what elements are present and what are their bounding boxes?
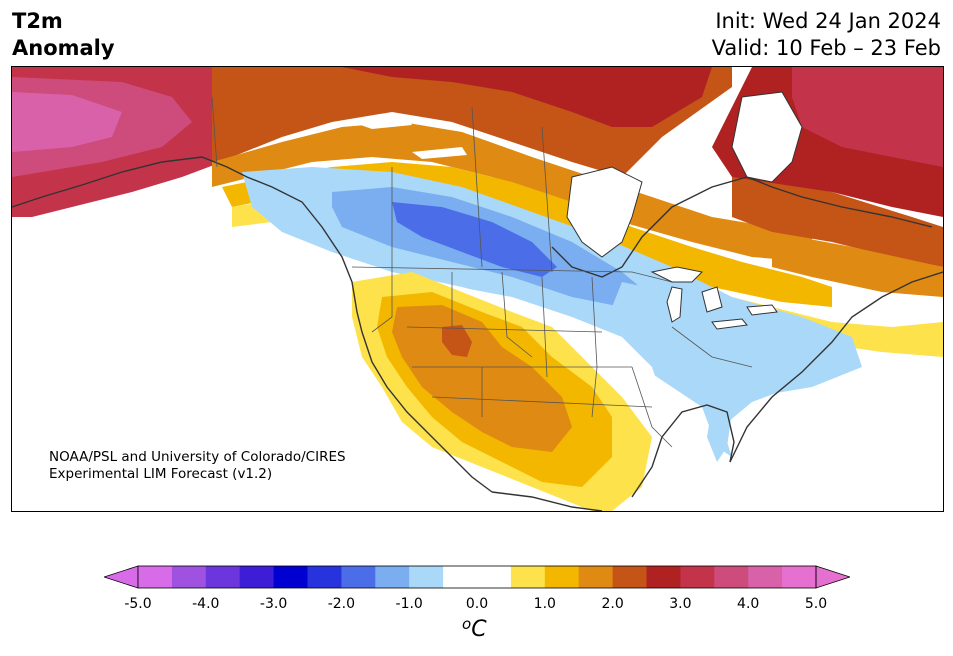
hudson-bay xyxy=(566,166,643,258)
colorbar xyxy=(104,565,850,589)
colorbar-swatch xyxy=(239,566,275,588)
colorbar-swatch xyxy=(409,566,444,588)
forecast-dates: Init: Wed 24 Jan 2024 Valid: 10 Feb – 23… xyxy=(712,8,941,62)
colorbar-swatch xyxy=(714,566,749,588)
colorbar-swatch xyxy=(680,566,715,588)
colorbar-ticks: -5.0 -4.0 -3.0 -2.0 -1.0 0.0 1.0 2.0 3.0 4.0 5.0 xyxy=(0,596,953,616)
unit-base: C xyxy=(471,617,487,642)
colorbar-swatch xyxy=(510,566,546,588)
colorbar-tick-label: 1.0 xyxy=(533,596,556,612)
map-svg xyxy=(12,67,943,511)
east-cold-region xyxy=(612,282,852,457)
colorbar-tick-label: -1.0 xyxy=(395,596,423,612)
colorbar-swatch xyxy=(307,566,342,588)
colorbar-outline xyxy=(137,565,817,589)
colorbar-swatch xyxy=(646,566,681,588)
colorbar-swatch xyxy=(748,566,783,588)
colorbar-swatch xyxy=(375,566,410,588)
maritimes-orange xyxy=(772,232,943,297)
colorbar-swatch xyxy=(205,566,241,588)
colorbar-swatch xyxy=(341,566,376,588)
colorbar-unit: oC xyxy=(462,615,487,642)
political-borders xyxy=(211,96,753,448)
mexico-land-white xyxy=(432,447,592,511)
credit-line-1: NOAA/PSL and University of Colorado/CIRE… xyxy=(49,449,346,465)
alaska-core-region xyxy=(12,92,122,152)
florida-cold xyxy=(707,407,732,462)
colorbar-tick-label: -2.0 xyxy=(327,596,356,612)
colorbar-tick-label: 5.0 xyxy=(804,596,828,612)
colorbar-swatch xyxy=(782,566,817,588)
colorbar-swatch xyxy=(477,566,512,588)
maritimes-rust xyxy=(732,177,943,267)
cold-dark-core xyxy=(392,202,557,277)
anomaly-map xyxy=(11,66,944,512)
unit-superscript: o xyxy=(462,615,472,633)
colorbar-swatch xyxy=(171,566,207,588)
colorbar-swatch xyxy=(612,566,647,588)
coastlines xyxy=(12,156,943,511)
credit-text: NOAA/PSL and University of Colorado/CIRE… xyxy=(49,449,346,483)
quebec-crimson-region xyxy=(792,67,943,167)
labrador-white xyxy=(731,91,803,183)
colorbar-tick-label: 0.0 xyxy=(465,596,489,612)
colorbar-swatch xyxy=(578,566,614,588)
canada-orange-band xyxy=(212,122,812,262)
colorbar-tick-label: 2.0 xyxy=(601,596,624,612)
title-line-1: T2m xyxy=(12,9,63,33)
colorbar-swatch xyxy=(544,566,580,588)
canada-red-band xyxy=(342,67,712,127)
credit-line-2: Experimental LIM Forecast (v1.2) xyxy=(49,466,273,482)
init-date: Init: Wed 24 Jan 2024 xyxy=(715,9,941,33)
colorbar-extend-high xyxy=(815,565,850,589)
colorbar-tick-label: -3.0 xyxy=(259,596,288,612)
sw-rust-core xyxy=(442,325,472,357)
great-lakes xyxy=(650,266,778,330)
map-title: T2m Anomaly xyxy=(12,8,115,62)
arctic-lake-1 xyxy=(352,115,412,129)
colorbar-extend-low xyxy=(104,565,139,589)
title-line-2: Anomaly xyxy=(12,36,115,60)
colorbar-tick-label: 4.0 xyxy=(737,596,760,612)
colorbar-swatch xyxy=(273,566,308,588)
arctic-lake-2 xyxy=(412,147,467,159)
colorbar-tick-label: -5.0 xyxy=(124,596,152,612)
colorbar-tick-label: 3.0 xyxy=(669,596,692,612)
colorbar-swatch xyxy=(138,566,173,588)
valid-dates: Valid: 10 Feb – 23 Feb xyxy=(711,36,941,60)
colorbar-swatch xyxy=(443,566,478,588)
colorbar-tick-label: -4.0 xyxy=(192,596,220,612)
